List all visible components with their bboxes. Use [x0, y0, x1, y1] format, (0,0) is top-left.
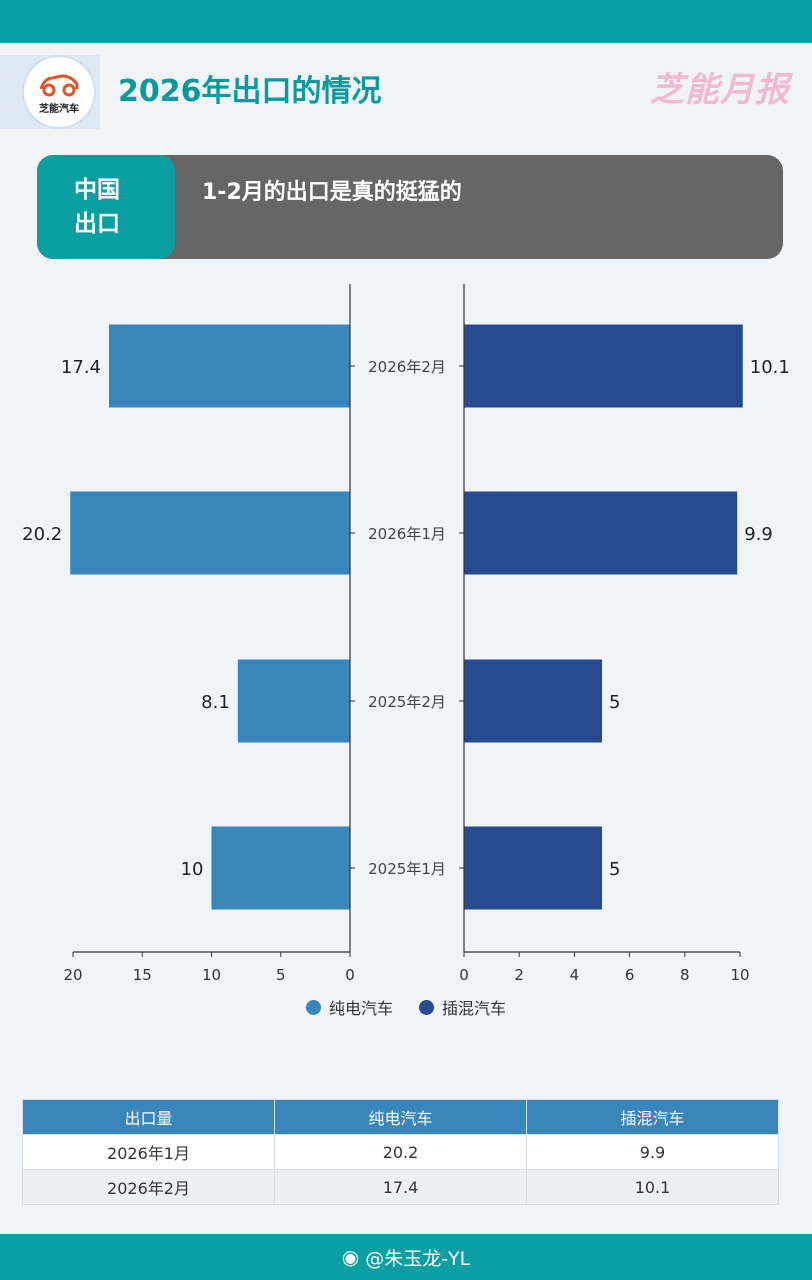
- bar-bev: [211, 826, 350, 910]
- category-label: 2025年1月: [368, 860, 446, 878]
- table-row: 2026年2月 17.4 10.1: [22, 1169, 779, 1205]
- logo-text: 芝能汽车: [39, 104, 79, 115]
- banner-headline: 1-2月的出口是真的挺猛的: [202, 180, 462, 205]
- bar-bev: [70, 491, 350, 575]
- data-label-phev: 9.9: [744, 524, 773, 545]
- legend-label-phev: 插混汽车: [442, 999, 507, 1018]
- butterfly-bar-chart: 17.4 10.1 2026年2月 20.2 9.9 2026年1月 8.1 5 2025年2月…: [22, 284, 790, 984]
- legend-item-phev: 插混汽车: [419, 995, 506, 1019]
- x-tick-label: 10: [202, 966, 221, 984]
- bar-phev: [464, 491, 738, 575]
- table-cell: 17.4: [274, 1169, 527, 1205]
- legend-item-bev: 纯电汽车: [305, 995, 393, 1019]
- table-header-cell: 出口量: [22, 1099, 275, 1135]
- logo: 芝能汽车: [24, 57, 94, 127]
- x-tick-label: 5: [276, 966, 286, 984]
- data-table: 出口量 纯电汽车 插混汽车 2026年1月 20.2 9.9 2026年2月 1…: [22, 1099, 779, 1205]
- table-row: 2026年1月 20.2 9.9: [22, 1134, 779, 1170]
- data-label-bev: 17.4: [61, 357, 101, 378]
- car-logo-icon: [39, 74, 79, 97]
- data-label-phev: 10.1: [750, 357, 790, 378]
- data-label-bev: 10: [181, 859, 204, 880]
- legend-swatch-bev: [305, 999, 321, 1015]
- legend-label-bev: 纯电汽车: [328, 999, 393, 1018]
- top-bar: [0, 0, 812, 43]
- chart-legend: 纯电汽车 插混汽车: [0, 995, 812, 1019]
- weibo-icon: ◉: [341, 1245, 360, 1269]
- x-tick-label: 10: [730, 966, 749, 984]
- footer-bar: ◉ @朱玉龙-YL: [0, 1234, 812, 1280]
- table-cell: 2026年1月: [22, 1134, 275, 1170]
- table-cell: 10.1: [526, 1169, 779, 1205]
- page-title: 2026年出口的情况: [118, 74, 382, 109]
- table-cell: 2026年2月: [22, 1169, 275, 1205]
- footer-handle: @朱玉龙-YL: [365, 1247, 471, 1270]
- table-header-cell: 纯电汽车: [274, 1099, 527, 1135]
- data-label-phev: 5: [609, 692, 620, 713]
- x-tick-label: 0: [345, 966, 355, 984]
- banner-tag: 中国 出口: [37, 155, 175, 259]
- bar-phev: [464, 659, 602, 743]
- table-header-cell: 插混汽车: [526, 1099, 779, 1135]
- x-tick-label: 4: [570, 966, 580, 984]
- table-cell: 9.9: [526, 1134, 779, 1170]
- x-tick-label: 0: [459, 966, 469, 984]
- x-tick-label: 15: [133, 966, 152, 984]
- data-label-phev: 5: [609, 859, 620, 880]
- bar-bev: [237, 659, 350, 743]
- data-label-bev: 20.2: [22, 524, 62, 545]
- data-label-bev: 8.1: [201, 692, 230, 713]
- banner-tag-line1: 中国: [74, 177, 120, 203]
- bar-phev: [464, 826, 602, 910]
- legend-swatch-phev: [419, 999, 434, 1015]
- table-cell: 20.2: [274, 1134, 527, 1170]
- banner: 中国 出口 1-2月的出口是真的挺猛的: [37, 155, 783, 259]
- x-tick-label: 8: [680, 966, 690, 984]
- brand-wordmark: 芝能月报: [650, 70, 790, 110]
- bar-bev: [109, 324, 350, 408]
- category-label: 2026年2月: [368, 358, 446, 376]
- banner-tag-line2: 出口: [74, 211, 120, 237]
- category-label: 2026年1月: [368, 525, 446, 543]
- x-tick-label: 20: [63, 966, 82, 984]
- x-tick-label: 2: [514, 966, 524, 984]
- bar-phev: [464, 324, 743, 408]
- table-header-row: 出口量 纯电汽车 插混汽车: [22, 1099, 779, 1135]
- x-tick-label: 6: [625, 966, 635, 984]
- category-label: 2025年2月: [368, 693, 446, 711]
